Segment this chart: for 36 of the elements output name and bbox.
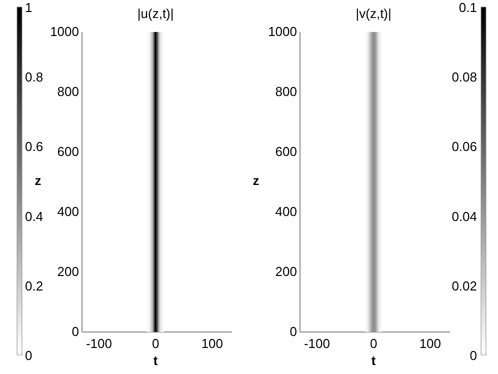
color-bar-label: 0.6 <box>25 139 44 154</box>
x-tick-label: -100 <box>86 336 112 351</box>
color-bar-label: 0.2 <box>25 278 44 294</box>
y-tick-label: 600 <box>275 144 297 159</box>
x-axis-title: t <box>371 353 376 368</box>
y-axis-title: z <box>34 173 42 188</box>
y-tick-label: 400 <box>275 204 297 219</box>
x-axis-title: t <box>153 353 158 368</box>
color-bar-label: 1 <box>25 0 32 15</box>
color-bar-label: 0.02 <box>452 278 477 294</box>
x-tick-label: -100 <box>304 336 330 351</box>
y-tick-label: 1000 <box>268 24 297 39</box>
x-tick-label: 0 <box>152 336 160 351</box>
y-tick-label: 1000 <box>50 24 79 39</box>
chart-title: |v(z,t)| <box>356 6 392 21</box>
color-bar-label: 0.4 <box>25 208 44 224</box>
x-tick-label: 0 <box>370 336 378 351</box>
y-tick-label: 600 <box>57 144 79 159</box>
y-tick-label: 0 <box>72 324 79 339</box>
y-tick-label: 400 <box>57 204 79 219</box>
color-bar-label: 0 <box>470 348 477 363</box>
color-bar-label: 0.06 <box>452 139 477 154</box>
color-bar-label: 0.1 <box>458 0 477 15</box>
color-bar-label: 0.8 <box>25 70 44 85</box>
y-tick-label: 200 <box>275 264 297 279</box>
chart-title: |u(z,t)| <box>137 6 174 21</box>
color-bar-label: 0.08 <box>452 70 477 85</box>
color-bar-label: 0.04 <box>452 208 477 224</box>
y-tick-label: 800 <box>57 84 79 99</box>
y-axis-title: z <box>252 173 260 188</box>
y-tick-label: 200 <box>57 264 79 279</box>
x-tick-label: 100 <box>419 336 442 351</box>
y-tick-label: 800 <box>275 84 297 99</box>
color-bar-label: 0 <box>25 348 32 363</box>
y-tick-label: 0 <box>290 324 297 339</box>
x-tick-label: 100 <box>201 336 224 351</box>
